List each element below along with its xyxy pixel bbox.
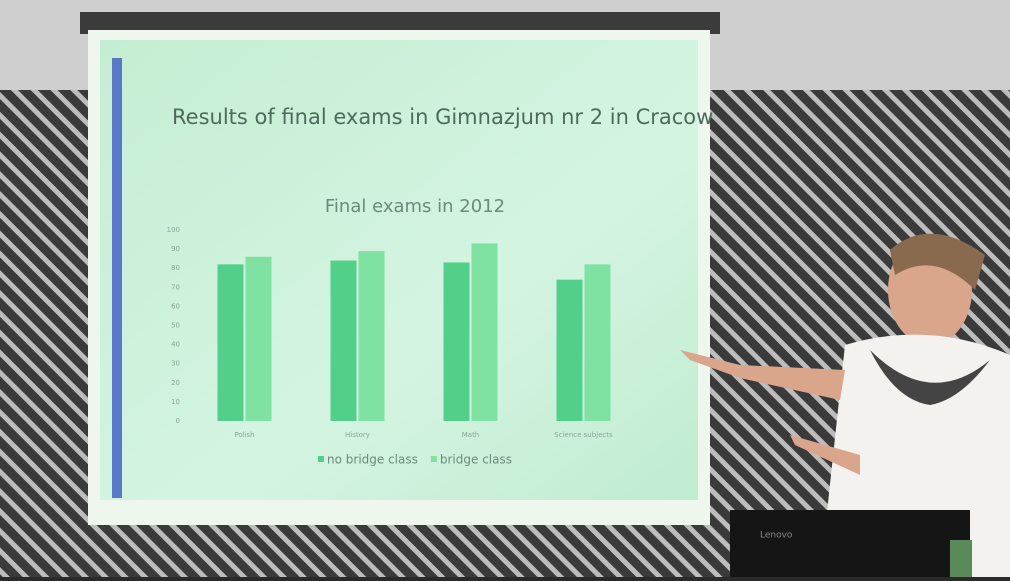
y-tick-label: 50	[171, 322, 180, 330]
y-tick-label: 90	[171, 245, 180, 253]
bottle	[950, 540, 972, 577]
bar	[585, 264, 611, 421]
bar	[359, 251, 385, 421]
x-tick-label: Math	[462, 431, 480, 439]
bar	[444, 262, 470, 421]
slide-title: Results of final exams in Gimnazjum nr 2…	[172, 105, 713, 129]
legend-label: bridge class	[440, 453, 512, 467]
y-tick-label: 80	[171, 264, 180, 272]
legend-label: no bridge class	[327, 453, 418, 467]
chart-title: Final exams in 2012	[325, 196, 505, 217]
x-tick-label: History	[345, 431, 370, 439]
y-tick-label: 20	[171, 379, 180, 387]
bar	[218, 264, 244, 421]
x-tick-label: Polish	[234, 431, 254, 439]
laptop-brand: Lenovo	[760, 531, 793, 541]
y-tick-label: 0	[176, 417, 180, 425]
slide-accent	[112, 58, 122, 498]
y-tick-label: 40	[171, 341, 180, 349]
page: Results of final exams in Gimnazjum nr 2…	[0, 0, 1010, 577]
y-tick-label: 10	[171, 398, 180, 406]
y-tick-label: 30	[171, 360, 180, 368]
legend-swatch	[318, 456, 324, 462]
laptop	[730, 510, 970, 577]
bar	[246, 257, 272, 421]
bar	[557, 280, 583, 421]
x-tick-label: Science subjects	[554, 431, 613, 439]
legend-swatch	[431, 456, 437, 462]
bar	[472, 243, 498, 421]
bar	[331, 261, 357, 421]
y-tick-label: 100	[167, 226, 180, 234]
y-tick-label: 70	[171, 283, 180, 291]
scene: Results of final exams in Gimnazjum nr 2…	[0, 0, 1010, 577]
y-tick-label: 60	[171, 302, 180, 310]
